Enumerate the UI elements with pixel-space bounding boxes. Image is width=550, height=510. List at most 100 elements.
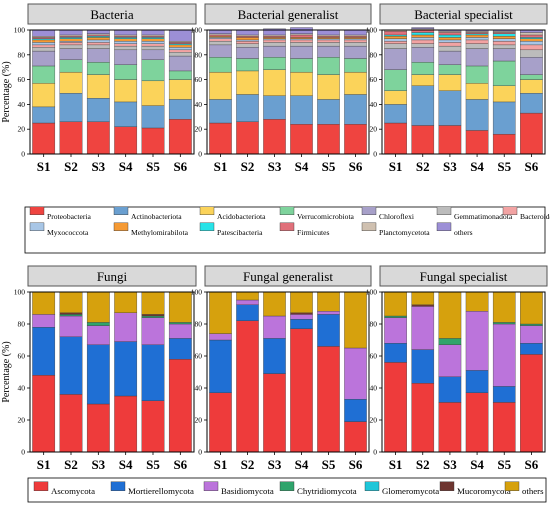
x-tick-label: S1 (37, 159, 51, 174)
legend-swatch (361, 222, 377, 232)
bar-segment (492, 31, 516, 33)
x-tick-label: S2 (416, 159, 430, 174)
chart-panel-1: Bacterial generalist 0 20 40 60 80 100 S1 S2 S3 S4… (191, 3, 372, 174)
bar-segment (209, 37, 232, 39)
bar-segment (411, 27, 435, 29)
bar-segment (465, 83, 489, 100)
bar-segment (384, 122, 407, 155)
x-tick-label: S6 (173, 457, 187, 472)
bar-segment (236, 94, 259, 122)
bar-segment (114, 45, 138, 51)
bar-segment (236, 291, 259, 301)
bar-segment (492, 323, 516, 387)
y-tick-label: 40 (370, 100, 378, 109)
bar-segment (438, 291, 462, 339)
bar-segment (465, 130, 489, 155)
bar-segment (59, 40, 83, 43)
bar-segment (141, 45, 165, 51)
bar-segment (411, 125, 435, 155)
bar-segment (141, 317, 165, 345)
bar-segment (59, 121, 83, 155)
y-tick-label: 60 (18, 75, 26, 84)
x-tick-label: S4 (119, 457, 133, 472)
bar-segment (141, 80, 165, 106)
bar-segment (59, 44, 83, 49)
y-tick-label: 0 (198, 448, 202, 457)
legend-label: Planctomycetota (379, 228, 430, 237)
legend-label: Patescibacteria (217, 228, 263, 237)
bar-segment (438, 64, 462, 75)
bar-segment (317, 45, 340, 58)
bar-segment (317, 42, 340, 47)
bar-segment (141, 43, 165, 47)
bar-segment (141, 40, 165, 44)
bar-segment (86, 36, 110, 38)
bar-segment (411, 349, 435, 384)
bar-segment (411, 32, 435, 36)
bar-segment (114, 395, 138, 453)
bar-segment (438, 376, 462, 403)
x-tick-label: S3 (268, 457, 282, 472)
y-tick-label: 80 (195, 50, 203, 59)
panel-title-box (204, 3, 372, 25)
bar-segment (32, 37, 56, 39)
bar-segment (317, 99, 340, 125)
panel-title: Bacteria (90, 7, 134, 22)
bar-segment (317, 346, 340, 453)
legend-swatch (502, 206, 518, 216)
bar-segment (438, 31, 462, 33)
bar-segment (114, 49, 138, 65)
bar-segment (32, 38, 56, 41)
bar-segment (141, 59, 165, 82)
bar-segment (86, 42, 110, 46)
bar-segment (59, 59, 83, 73)
legend-label: Actinobacteriota (131, 212, 182, 221)
legend-label: Acidobacteriota (217, 212, 266, 221)
bar-segment (317, 36, 340, 38)
bar-segment (465, 370, 489, 393)
bar-segment (344, 421, 367, 453)
legend-swatch (279, 222, 295, 232)
bar-segment (236, 121, 259, 155)
legend-swatch (364, 481, 380, 491)
bar-segment (141, 344, 165, 401)
x-tick-label: S5 (497, 457, 511, 472)
x-tick-label: S6 (525, 457, 539, 472)
bar-segment (438, 39, 462, 43)
y-tick-label: 60 (370, 352, 378, 361)
legend-label: others (522, 486, 544, 496)
bar-segment (411, 39, 435, 44)
plot-frame (381, 291, 546, 453)
bar-segment (59, 71, 83, 94)
bar-segment (411, 291, 435, 305)
bar-segment (141, 291, 165, 315)
legend-swatch (33, 481, 49, 491)
legend-label: Chloroflexi (379, 212, 414, 221)
bar-segment (209, 38, 232, 42)
chart-panel-0: Bacteria 0 20 40 60 80 100 S1 S2 S3 S4 S5 S6 Percenta… (1, 3, 197, 174)
bar-segment (290, 45, 313, 59)
bar-segment (59, 291, 83, 313)
legend-label: Chytridiomycota (297, 486, 357, 496)
bar-segment (492, 85, 516, 103)
x-tick-label: S3 (91, 457, 105, 472)
bar-segment (317, 311, 340, 315)
bar-segment (59, 38, 83, 42)
x-tick-label: S4 (295, 457, 309, 472)
bar-segment (236, 58, 259, 72)
bar-segment (344, 347, 367, 400)
legend-label: Verrucomicrobiota (297, 212, 355, 221)
y-tick-label: 80 (195, 320, 203, 329)
bar-segment (59, 48, 83, 60)
bar-segment (290, 312, 313, 315)
bar-segment (384, 90, 407, 105)
legend-label: Bacteroidota (520, 212, 550, 221)
y-tick-label: 20 (195, 416, 203, 425)
x-tick-label: S4 (470, 457, 484, 472)
bar-segment (520, 34, 543, 38)
bar-segment (32, 39, 56, 43)
bar-segment (59, 37, 83, 39)
bar-segment (438, 50, 462, 65)
